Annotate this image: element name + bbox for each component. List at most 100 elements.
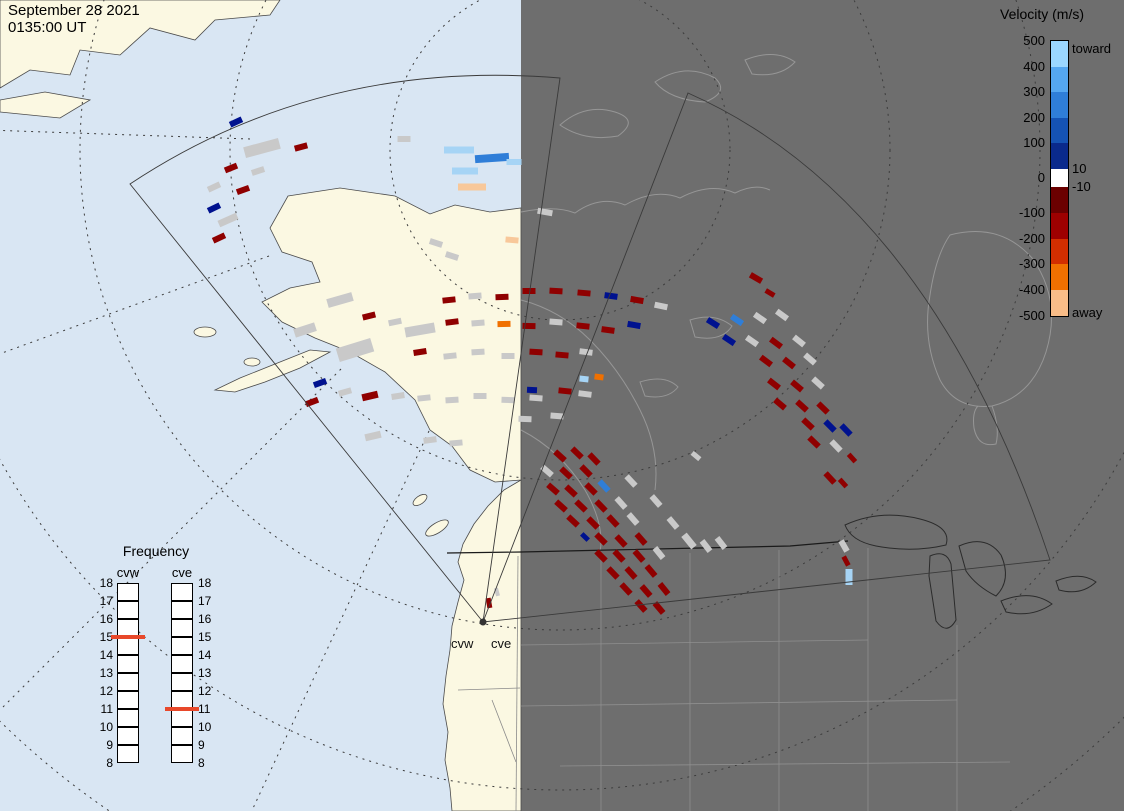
frequency-column-label-cvw: cvw [116,565,140,580]
frequency-legend-title: Frequency [122,543,190,559]
velocity-segment-plus-500-400 [1051,41,1068,67]
state-border [457,687,521,691]
velocity-tick-100: 100 [1023,135,1045,150]
echo-cell-gy [326,292,354,308]
echo-cell-dr [823,471,837,485]
echo-cell-gy [471,319,485,327]
echo-cell-dr [807,435,821,449]
time-text: 0135:00 UT [8,19,87,37]
echo-cell-nv [526,386,538,394]
echo-cell-dr [576,322,590,330]
echo-cell-dr [639,584,653,598]
echo-cell-gy [250,166,266,176]
echo-cell-dr [624,566,638,580]
echo-cell-pe [505,236,519,244]
land-west-coast [442,479,522,811]
echo-cell-gy [335,338,375,362]
echo-cell-dr [566,514,580,528]
echo-cell-gy [540,464,554,478]
echo-cell-dr [361,311,377,321]
echo-cell-dr [767,377,781,391]
state-border [520,639,869,646]
frequency-tick-cvw-8: 8 [106,756,113,770]
echo-cell-gy [529,394,543,402]
echo-cell-dr [442,296,456,304]
arctic-island-2 [654,70,722,103]
frequency-marker-cvw-15 [111,635,145,639]
frequency-tick-cvw-14: 14 [99,648,113,662]
lake-erie [1000,595,1053,615]
island-nunivak [243,357,261,367]
frequency-box [117,709,139,727]
echo-cell-gy [792,334,806,348]
echo-cell-dr [559,466,573,480]
echo-cell-gy [423,436,437,444]
echo-cell-nv [839,423,853,437]
echo-cell-gy [838,539,850,553]
velocity-segment-minus-200-300 [1051,239,1068,264]
velocity-segment-plus-200-100 [1051,118,1068,143]
fov-cve [482,92,1051,623]
echo-cell-nv [312,377,328,389]
echo-cell-dr [586,516,600,530]
radar-fov [129,74,1051,624]
velocity-segment-plus-100-10 [1051,143,1068,169]
echo-cell-dr [555,351,569,359]
echo-cell-gy [578,390,592,398]
island-haida-gwaii [412,493,428,507]
arctic-island-3 [744,54,796,76]
echo-cell-gy [624,474,638,488]
echo-cell-nv [705,317,721,329]
velocity-legend-title: Velocity (m/s) [1000,6,1085,22]
echo-cell-dr [795,399,809,413]
frequency-box [117,745,139,763]
echo-cell-bl [474,152,510,164]
night-coastlines [520,54,1053,553]
state-border [559,761,1011,767]
frequency-box [117,673,139,691]
state-border [520,699,958,707]
echo-cell-gy [501,353,515,359]
echo-cell-gy [699,539,713,553]
velocity-colorbar [1050,40,1069,317]
echo-cell-gy [549,318,563,326]
echo-cell-gy [579,348,593,356]
echo-cell-gy [364,430,382,442]
lake-ontario [1055,575,1097,593]
velocity-tick--400: -400 [1018,282,1045,297]
echo-cell-gy [626,512,640,526]
frequency-box [171,637,193,655]
echo-cell-gy [829,439,843,453]
echo-cell-dr [769,336,783,350]
radar-echo-cells [206,116,858,615]
echo-cell-dr [644,564,658,578]
frequency-tick-cvw-16: 16 [99,612,113,626]
echo-cell-dr [612,549,626,563]
echo-cell-dr [594,532,608,546]
arctic-coast [520,186,771,214]
hudson-bay [927,231,1053,407]
state-border [515,555,519,811]
frequency-marker-cve-11 [165,707,199,711]
echo-cell-nv [206,202,222,214]
echo-cell-nv [627,320,641,330]
echo-cell-dr [304,396,320,408]
frequency-tick-cvw-11: 11 [100,702,113,716]
frequency-box [171,673,193,691]
echo-cell-dr [413,348,427,356]
lake-superior [844,514,948,550]
land-alaska-peninsula [213,349,332,393]
echo-cell-dr [495,293,509,301]
velocity-tick--100: -100 [1018,205,1045,220]
echo-cell-dr [554,499,568,513]
echo-cell-dr [601,326,615,334]
echo-cell-dr [630,295,644,305]
island-vancouver [425,519,449,537]
land-alaska [261,187,522,483]
echo-cell-dr [773,397,787,411]
echo-cell-dr [594,549,608,563]
echo-cell-dr [587,452,601,466]
frequency-tick-cve-18: 18 [198,576,212,590]
echo-cell-dr [293,142,309,152]
